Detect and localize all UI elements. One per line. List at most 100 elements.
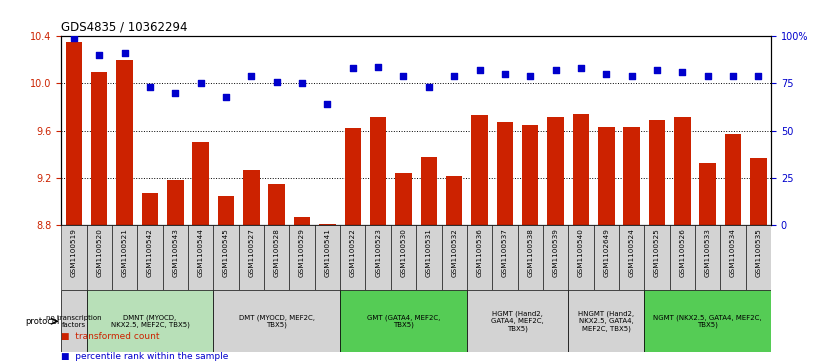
Bar	[344, 129, 361, 225]
Bar	[420, 157, 437, 225]
Text: GSM1100531: GSM1100531	[426, 228, 432, 277]
Text: GSM1100526: GSM1100526	[680, 228, 685, 277]
Text: GSM1100537: GSM1100537	[502, 228, 508, 277]
Point	[752, 73, 765, 79]
Bar	[543, 225, 568, 290]
Bar	[218, 196, 234, 225]
Point	[499, 71, 512, 77]
Text: GSM1100539: GSM1100539	[552, 228, 559, 277]
Bar	[340, 225, 366, 290]
Bar	[472, 115, 488, 225]
Text: DMNT (MYOCD,
NKX2.5, MEF2C, TBX5): DMNT (MYOCD, NKX2.5, MEF2C, TBX5)	[110, 314, 189, 328]
Text: no transcription
factors: no transcription factors	[46, 315, 102, 328]
Text: GSM1100534: GSM1100534	[730, 228, 736, 277]
Text: GMT (GATA4, MEF2C,
TBX5): GMT (GATA4, MEF2C, TBX5)	[367, 314, 440, 328]
Text: GSM1100532: GSM1100532	[451, 228, 457, 277]
Point	[650, 68, 663, 73]
Bar	[91, 72, 108, 225]
Text: GSM1100519: GSM1100519	[71, 228, 77, 277]
Text: DMT (MYOCD, MEF2C,
TBX5): DMT (MYOCD, MEF2C, TBX5)	[239, 314, 315, 328]
Bar	[568, 290, 645, 352]
Text: GSM1102649: GSM1102649	[603, 228, 610, 277]
Bar	[167, 180, 184, 225]
Text: GSM1100525: GSM1100525	[654, 228, 660, 277]
Text: GSM1100542: GSM1100542	[147, 228, 153, 277]
Bar	[568, 225, 593, 290]
Text: protocol: protocol	[25, 317, 60, 326]
Bar	[213, 290, 340, 352]
Bar	[238, 225, 264, 290]
Bar	[294, 217, 310, 225]
Point	[600, 71, 613, 77]
Bar	[674, 117, 690, 225]
Text: GSM1100541: GSM1100541	[325, 228, 330, 277]
Bar	[162, 225, 188, 290]
Text: ■  percentile rank within the sample: ■ percentile rank within the sample	[61, 352, 228, 361]
Bar	[746, 225, 771, 290]
Text: GSM1100538: GSM1100538	[527, 228, 533, 277]
Bar	[645, 290, 771, 352]
Text: GSM1100528: GSM1100528	[273, 228, 280, 277]
Bar	[86, 225, 112, 290]
Bar	[86, 290, 213, 352]
Bar	[290, 225, 315, 290]
Bar	[193, 143, 209, 225]
Bar	[441, 225, 467, 290]
Point	[93, 52, 106, 58]
Bar	[213, 225, 238, 290]
Text: GSM1100545: GSM1100545	[223, 228, 229, 277]
Bar	[370, 117, 386, 225]
Point	[574, 65, 588, 71]
Bar	[264, 225, 290, 290]
Bar	[593, 225, 619, 290]
Point	[144, 84, 157, 90]
Bar	[649, 120, 665, 225]
Bar	[645, 225, 670, 290]
Bar	[467, 290, 568, 352]
Text: GSM1100544: GSM1100544	[197, 228, 204, 277]
Point	[473, 68, 486, 73]
Point	[625, 73, 638, 79]
Point	[448, 73, 461, 79]
Bar	[416, 225, 441, 290]
Point	[68, 35, 81, 41]
Text: GSM1100521: GSM1100521	[122, 228, 127, 277]
Text: GDS4835 / 10362294: GDS4835 / 10362294	[61, 21, 188, 34]
Text: GSM1100523: GSM1100523	[375, 228, 381, 277]
Text: HGMT (Hand2,
GATA4, MEF2C,
TBX5): HGMT (Hand2, GATA4, MEF2C, TBX5)	[491, 311, 544, 332]
Bar	[522, 125, 539, 225]
Text: GSM1100535: GSM1100535	[756, 228, 761, 277]
Bar	[137, 225, 162, 290]
Point	[220, 94, 233, 99]
Bar	[548, 117, 564, 225]
Point	[270, 79, 283, 85]
Bar	[391, 225, 416, 290]
Bar	[243, 170, 259, 225]
Point	[245, 73, 258, 79]
Bar	[340, 290, 467, 352]
Text: HNGMT (Hand2,
NKX2.5, GATA4,
MEF2C, TBX5): HNGMT (Hand2, NKX2.5, GATA4, MEF2C, TBX5…	[579, 311, 634, 332]
Point	[371, 64, 384, 69]
Bar	[623, 127, 640, 225]
Bar	[315, 225, 340, 290]
Text: GSM1100520: GSM1100520	[96, 228, 102, 277]
Bar	[492, 225, 517, 290]
Bar	[112, 225, 137, 290]
Text: GSM1100527: GSM1100527	[248, 228, 255, 277]
Point	[423, 84, 436, 90]
Bar	[699, 163, 716, 225]
Bar	[573, 114, 589, 225]
Bar	[670, 225, 695, 290]
Text: GSM1100522: GSM1100522	[350, 228, 356, 277]
Point	[169, 90, 182, 96]
Point	[701, 73, 714, 79]
Text: GSM1100533: GSM1100533	[705, 228, 711, 277]
Bar	[319, 224, 335, 225]
Bar	[467, 225, 492, 290]
Bar	[750, 158, 767, 225]
Text: NGMT (NKX2.5, GATA4, MEF2C,
TBX5): NGMT (NKX2.5, GATA4, MEF2C, TBX5)	[654, 314, 762, 328]
Point	[194, 81, 207, 86]
Bar	[497, 122, 513, 225]
Point	[346, 65, 359, 71]
Bar	[619, 225, 645, 290]
